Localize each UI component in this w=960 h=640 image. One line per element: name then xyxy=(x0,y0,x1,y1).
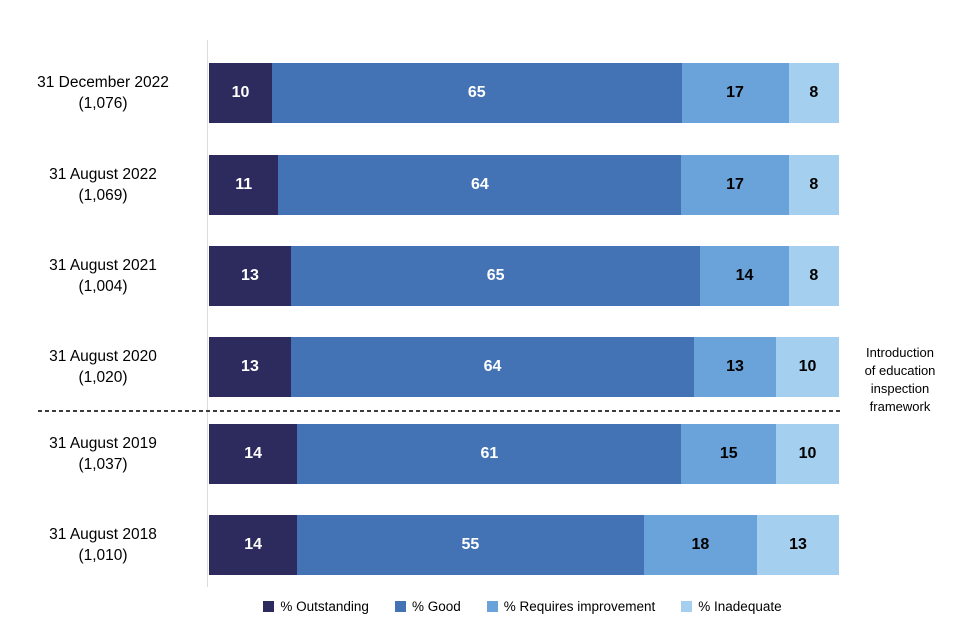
segment-value: 14 xyxy=(244,536,262,553)
category-date: 31 August 2020 xyxy=(49,348,157,365)
framework-divider-line xyxy=(38,410,841,412)
segment-outstanding: 11 xyxy=(209,155,279,215)
segment-good: 64 xyxy=(290,337,695,397)
legend-label: % Requires improvement xyxy=(503,599,656,614)
segment-value: 8 xyxy=(809,267,819,284)
segment-value: 65 xyxy=(486,267,505,284)
legend-item-good: % Good xyxy=(394,599,461,614)
category-label: 31 December 2022 (1,076) xyxy=(8,63,198,123)
segment-requires-improvement: 15 xyxy=(681,424,776,484)
legend-item-inadequate: % Inadequate xyxy=(681,599,782,614)
segment-value: 17 xyxy=(726,84,744,101)
segment-value: 18 xyxy=(691,536,710,553)
category-count: (1,004) xyxy=(78,278,128,295)
category-label: 31 August 2018 (1,010) xyxy=(8,515,198,575)
segment-good: 65 xyxy=(272,63,682,123)
segment-inadequate: 8 xyxy=(788,155,839,215)
segment-outstanding: 14 xyxy=(209,515,298,575)
bar-row: 13 64 13 10 xyxy=(209,337,839,397)
category-label: 31 August 2019 (1,037) xyxy=(8,424,198,484)
segment-value: 10 xyxy=(231,84,250,101)
segment-value: 17 xyxy=(726,176,744,193)
category-date: 31 August 2022 xyxy=(49,166,157,183)
segment-outstanding: 10 xyxy=(209,63,272,123)
bar-row: 11 64 17 8 xyxy=(209,155,839,215)
segment-value: 8 xyxy=(809,176,819,193)
segment-requires-improvement: 18 xyxy=(643,515,758,575)
category-label: 31 August 2020 (1,020) xyxy=(8,337,198,397)
segment-value: 13 xyxy=(241,267,259,284)
legend-swatch-icon xyxy=(263,601,275,612)
segment-value: 65 xyxy=(467,84,486,101)
legend: % Outstanding % Good % Requires improvemen… xyxy=(207,599,838,614)
legend-label: % Inadequate xyxy=(698,599,782,614)
y-axis-line xyxy=(207,40,208,587)
segment-inadequate: 8 xyxy=(788,246,839,306)
segment-value: 13 xyxy=(241,358,259,375)
segment-value: 14 xyxy=(244,445,262,462)
segment-value: 10 xyxy=(798,445,817,462)
segment-value: 14 xyxy=(735,267,754,284)
bar-row: 13 65 14 8 xyxy=(209,246,839,306)
segment-good: 55 xyxy=(297,515,644,575)
category-count: (1,020) xyxy=(78,369,128,386)
category-label: 31 August 2021 (1,004) xyxy=(8,246,198,306)
segment-good: 61 xyxy=(297,424,682,484)
segment-inadequate: 13 xyxy=(757,515,839,575)
legend-swatch-icon xyxy=(394,601,406,612)
segment-requires-improvement: 17 xyxy=(681,63,789,123)
category-count: (1,010) xyxy=(78,547,128,564)
category-count: (1,076) xyxy=(78,95,128,112)
legend-label: % Outstanding xyxy=(280,599,369,614)
category-count: (1,069) xyxy=(78,187,128,204)
framework-annotation: Introduction of education inspection fra… xyxy=(864,345,936,414)
legend-item-outstanding: % Outstanding xyxy=(263,599,369,614)
legend-swatch-icon xyxy=(681,601,693,612)
legend-swatch-icon xyxy=(486,601,498,612)
bar-row: 10 65 17 8 xyxy=(209,63,839,123)
segment-value: 64 xyxy=(483,358,502,375)
segment-requires-improvement: 17 xyxy=(681,155,789,215)
legend-label: % Good xyxy=(411,599,461,614)
category-date: 31 December 2022 xyxy=(37,74,169,91)
segment-inadequate: 10 xyxy=(775,424,839,484)
segment-inadequate: 8 xyxy=(788,63,839,123)
segment-good: 65 xyxy=(290,246,701,306)
segment-outstanding: 13 xyxy=(209,246,291,306)
category-date: 31 August 2019 xyxy=(49,435,157,452)
segment-value: 13 xyxy=(789,536,807,553)
segment-value: 61 xyxy=(480,445,499,462)
segment-requires-improvement: 13 xyxy=(694,337,776,397)
segment-inadequate: 10 xyxy=(775,337,839,397)
bar-row: 14 61 15 10 xyxy=(209,424,839,484)
segment-requires-improvement: 14 xyxy=(700,246,789,306)
segment-outstanding: 14 xyxy=(209,424,298,484)
segment-value: 11 xyxy=(235,176,253,193)
segment-value: 13 xyxy=(726,358,744,375)
segment-value: 64 xyxy=(470,176,489,193)
segment-value: 10 xyxy=(798,358,817,375)
category-date: 31 August 2018 xyxy=(49,526,157,543)
segment-value: 8 xyxy=(809,84,819,101)
legend-item-requires-improvement: % Requires improvement xyxy=(486,599,656,614)
segment-value: 55 xyxy=(461,536,480,553)
category-date: 31 August 2021 xyxy=(49,257,157,274)
segment-good: 64 xyxy=(278,155,682,215)
segment-outstanding: 13 xyxy=(209,337,291,397)
bar-row: 14 55 18 13 xyxy=(209,515,839,575)
category-count: (1,037) xyxy=(78,456,128,473)
segment-value: 15 xyxy=(719,445,738,462)
category-label: 31 August 2022 (1,069) xyxy=(8,155,198,215)
